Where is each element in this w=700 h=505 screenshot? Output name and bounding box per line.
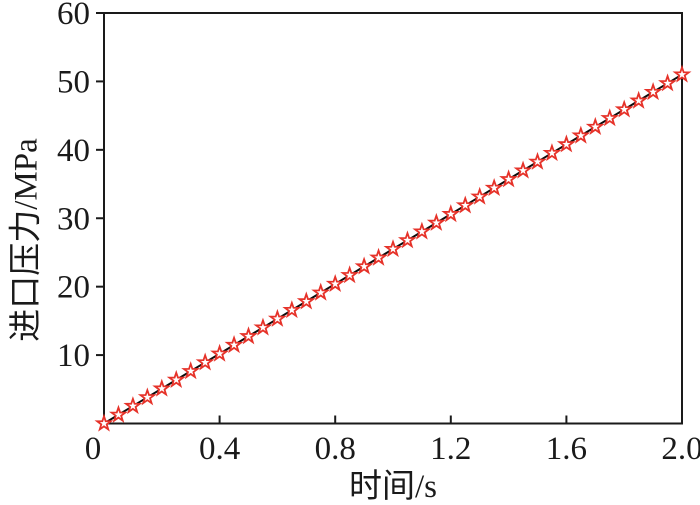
data-point-marker [296,291,316,310]
data-point-marker [542,143,562,162]
x-tick-label: 1.2 [430,431,471,467]
data-point-marker [195,352,215,371]
data-point-marker [672,64,692,83]
data-point-marker [383,239,403,258]
data-point-marker [94,413,114,432]
x-tick-label: 0 [85,431,102,467]
plot-frame [103,12,683,425]
data-point-marker [210,343,230,362]
y-tick-label: 30 [57,201,90,237]
data-point-marker [166,369,186,388]
data-point-marker [239,326,258,345]
data-point-marker [282,300,302,319]
data-point-marker [311,282,331,301]
data-point-marker [571,125,591,144]
data-point-marker [325,273,345,292]
x-tick-label: 0.4 [199,431,240,467]
data-point-marker [412,221,432,240]
data-point-marker [340,265,360,284]
y-tick-label: 10 [57,338,90,374]
data-point-marker [643,82,663,101]
data-point-marker [253,317,273,336]
data-point-marker [585,116,605,135]
y-tick-label: 60 [57,0,90,32]
data-point-marker [658,73,678,92]
y-axis-title: 进口压力/MPa [8,138,45,342]
y-tick-label: 50 [57,64,90,100]
data-point-marker [152,378,172,397]
data-point-marker [499,169,519,188]
data-point-marker [108,404,128,423]
x-tick-label: 2.0 [661,431,700,467]
x-tick-label: 0.8 [315,431,356,467]
data-point-marker [224,335,244,354]
data-point-marker [614,99,634,118]
data-point-marker [455,195,475,214]
data-point-marker [397,230,417,249]
y-tick-label: 40 [57,133,90,169]
x-axis-title: 时间/s [348,469,437,505]
data-point-marker [513,160,533,179]
data-point-marker [470,186,490,205]
data-point-marker [629,90,649,109]
y-tick-label: 20 [57,270,90,306]
data-point-marker [441,204,461,223]
data-point-marker [267,308,287,327]
data-point-marker [123,396,143,415]
data-point-marker [600,108,620,127]
data-point-marker [528,151,547,170]
data-point-marker [354,256,374,275]
data-point-marker [556,134,576,153]
data-point-marker [181,361,201,380]
data-point-marker [484,178,504,197]
data-point-marker [426,212,446,231]
x-tick-label: 1.6 [546,431,587,467]
data-point-marker [369,247,389,266]
data-point-marker [137,387,157,406]
